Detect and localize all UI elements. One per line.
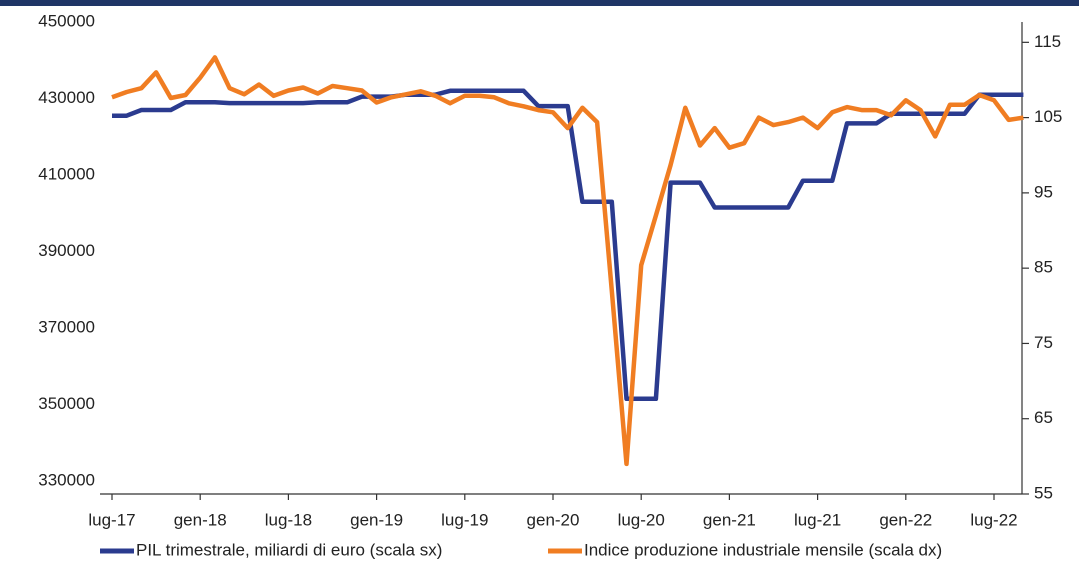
y2-tick-label: 85 <box>1034 258 1053 277</box>
y2-tick-label: 115 <box>1034 32 1061 51</box>
series-line <box>112 88 1024 402</box>
x-tick-label: lug-22 <box>970 510 1017 529</box>
x-tick-label: lug-21 <box>794 510 841 529</box>
series-line <box>111 55 1024 467</box>
y-tick-label: 390000 <box>38 241 95 260</box>
y2-tick-label: 65 <box>1034 408 1053 427</box>
legend-label: Indice produzione industriale mensile (s… <box>584 540 942 559</box>
y2-tick-label: 75 <box>1034 333 1053 352</box>
y-tick-label: 430000 <box>38 88 95 107</box>
x-tick-label: lug-19 <box>441 510 488 529</box>
x-tick-label: gen-19 <box>350 510 403 529</box>
y2-tick-label: 55 <box>1034 483 1053 502</box>
x-tick-label: lug-20 <box>618 510 665 529</box>
header-bar <box>0 0 1079 6</box>
y2-tick-label: 95 <box>1034 182 1053 201</box>
x-tick-label: lug-17 <box>88 510 135 529</box>
x-tick-label: gen-21 <box>703 510 756 529</box>
y-tick-label: 450000 <box>38 11 95 30</box>
y-tick-label: 370000 <box>38 317 95 336</box>
x-tick-label: lug-18 <box>265 510 312 529</box>
y-tick-label: 330000 <box>38 470 95 489</box>
x-tick-label: gen-22 <box>879 510 932 529</box>
x-tick-label: gen-18 <box>174 510 227 529</box>
y-tick-label: 410000 <box>38 164 95 183</box>
y-tick-label: 350000 <box>38 394 95 413</box>
x-tick-label: gen-20 <box>527 510 580 529</box>
y2-tick-label: 105 <box>1034 107 1062 126</box>
legend-label: PIL trimestrale, miliardi di euro (scala… <box>136 540 442 559</box>
